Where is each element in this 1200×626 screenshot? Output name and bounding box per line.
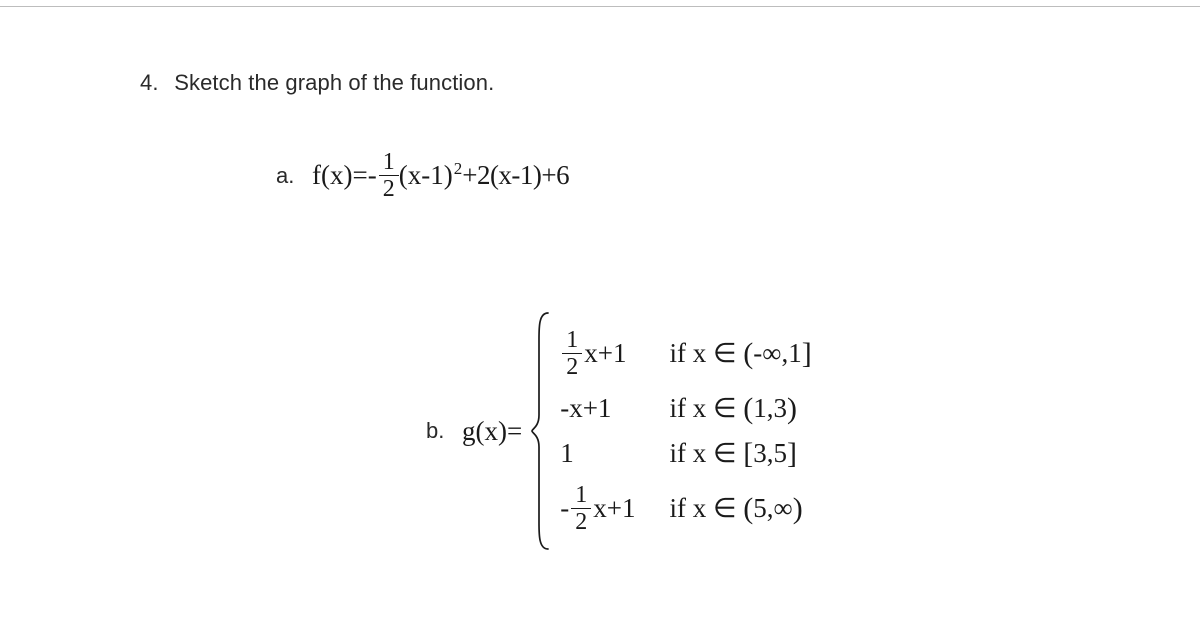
elem-icon: ∈ xyxy=(713,438,737,468)
neg-sign: - xyxy=(368,161,377,191)
case1-if: if x xyxy=(669,338,713,368)
case4-a: 5 xyxy=(753,493,767,523)
case1-frac: 1 2 xyxy=(562,328,582,379)
case4-close: ) xyxy=(793,494,803,524)
case4-cond: if x ∈ (5,∞) xyxy=(669,493,811,524)
case2-cond: if x ∈ (1,3) xyxy=(669,393,811,424)
case3-cond: if x ∈ [3,5] xyxy=(669,438,811,469)
question-text: Sketch the graph of the function. xyxy=(174,70,494,95)
case1-frac-den: 2 xyxy=(562,353,582,379)
page: 4. Sketch the graph of the function. a. … xyxy=(0,0,1200,626)
half-num: 1 xyxy=(379,150,399,175)
case1-mid: x+1 xyxy=(584,339,626,369)
gx-lhs: g(x) xyxy=(462,416,507,447)
exponent-2: 2 xyxy=(454,159,463,178)
part-a-row: a. f(x) = - 1 2 (x-1)2 +2(x-1)+6 xyxy=(276,150,1100,201)
case1-b: 1 xyxy=(788,338,802,368)
part-a-label: a. xyxy=(276,163,312,189)
case1-open: ( xyxy=(743,339,753,369)
case3-open: [ xyxy=(743,439,753,469)
case1-cond: if x ∈ (-∞,1] xyxy=(669,338,811,369)
piecewise-brace-block: 1 2 x+1 if x ∈ (-∞,1] -x+1 xyxy=(530,311,812,551)
question-number: 4. xyxy=(140,70,168,96)
case4-open: ( xyxy=(743,494,753,524)
case4-frac: 1 2 xyxy=(571,483,591,534)
gx-eq-sign: = xyxy=(507,416,522,447)
case3-close: ] xyxy=(787,439,797,469)
fx-lhs: f(x) xyxy=(312,161,352,191)
case4-mid: x+1 xyxy=(593,494,635,524)
left-brace-icon xyxy=(530,311,552,551)
part-b-label: b. xyxy=(426,418,462,444)
half-fraction: 1 2 xyxy=(379,150,399,201)
gx-equals: g(x) = xyxy=(462,416,522,447)
top-rule xyxy=(0,6,1200,7)
elem-icon: ∈ xyxy=(713,338,737,368)
case1-a: -∞ xyxy=(753,338,781,368)
paren-inner: x-1 xyxy=(408,160,444,190)
elem-icon: ∈ xyxy=(713,493,737,523)
case3-if: if x xyxy=(669,438,713,468)
paren-close: ) xyxy=(444,160,453,190)
case4-frac-den: 2 xyxy=(571,508,591,534)
case2-open: ( xyxy=(743,394,753,424)
parts-container: a. f(x) = - 1 2 (x-1)2 +2(x-1)+6 xyxy=(276,150,1100,551)
squared-group: (x-1)2 xyxy=(401,160,463,191)
half-den: 2 xyxy=(379,175,399,201)
case1-expr: 1 2 x+1 xyxy=(560,328,635,379)
question-prompt: 4. Sketch the graph of the function. xyxy=(140,70,1100,96)
elem-icon: ∈ xyxy=(713,393,737,423)
part-a-equation: f(x) = - 1 2 (x-1)2 +2(x-1)+6 xyxy=(312,150,569,201)
case4-frac-num: 1 xyxy=(571,483,591,508)
case2-close: ) xyxy=(787,394,797,424)
case4-if: if x xyxy=(669,493,713,523)
paren-open: ( xyxy=(399,160,408,190)
case4-sign: - xyxy=(560,494,569,524)
case4-expr: - 1 2 x+1 xyxy=(560,483,635,534)
case3-a: 3 xyxy=(753,438,767,468)
rest-of-expr: +2(x-1)+6 xyxy=(462,161,569,191)
case4-b: ∞ xyxy=(773,493,792,523)
case2-expr: -x+1 xyxy=(560,394,635,424)
eq-sign: = xyxy=(352,161,367,191)
case3-expr: 1 xyxy=(560,439,635,469)
case2-a: 1 xyxy=(753,393,767,423)
case1-frac-num: 1 xyxy=(562,328,582,353)
case1-close: ] xyxy=(802,339,812,369)
content-area: 4. Sketch the graph of the function. a. … xyxy=(140,70,1100,551)
case3-b: 5 xyxy=(773,438,787,468)
piecewise-cases: 1 2 x+1 if x ∈ (-∞,1] -x+1 xyxy=(560,328,812,534)
case2-text: -x+1 xyxy=(560,394,611,424)
part-b-row: b. g(x) = 1 2 xyxy=(426,311,1100,551)
case2-if: if x xyxy=(669,393,713,423)
case2-b: 3 xyxy=(773,393,787,423)
case3-text: 1 xyxy=(560,439,574,469)
